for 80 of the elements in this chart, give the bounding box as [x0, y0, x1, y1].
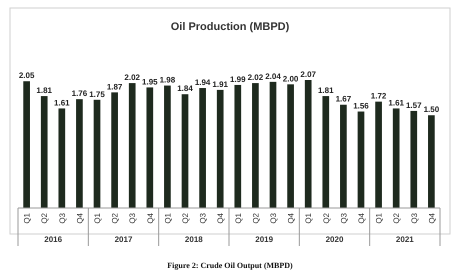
bar [340, 104, 347, 208]
x-tick-label: Q3 [128, 212, 138, 224]
x-tick-label: Q4 [75, 212, 84, 224]
x-tick-label: Q2 [110, 212, 120, 224]
bar [164, 86, 171, 208]
data-label: 2.07 [300, 70, 317, 79]
data-label: 2.02 [248, 73, 264, 82]
x-tick-label: Q2 [392, 212, 402, 224]
data-label: 1.75 [89, 90, 106, 99]
bar [392, 108, 400, 208]
bar [146, 87, 154, 208]
text: 2020 [326, 235, 344, 244]
bar [270, 82, 276, 208]
x-tick-label: Q4 [427, 212, 436, 224]
data-label: 1.56 [353, 102, 370, 111]
data-label: 1.81 [318, 86, 334, 96]
bar [252, 83, 259, 208]
chart-title: Oil Production (MBPD) [170, 21, 290, 33]
data-label: 1.61 [388, 98, 405, 108]
data-label: 1.50 [424, 105, 440, 114]
x-tick-label: Q1 [234, 212, 243, 224]
data-label: 2.04 [265, 72, 282, 81]
bar [287, 84, 294, 208]
x-tick-label: Q4 [356, 212, 366, 224]
x-tick-label: Q4 [286, 212, 296, 224]
bar [375, 102, 382, 208]
bar [23, 81, 30, 208]
bar [234, 84, 242, 208]
data-label: 1.99 [230, 74, 246, 84]
x-tick-label: Q4 [146, 212, 155, 224]
bar [94, 100, 100, 208]
x-tick-label: Q4 [216, 212, 226, 224]
text: 2018 [184, 235, 204, 244]
x-tick-label: Q1 [374, 212, 384, 224]
data-label: 1.61 [54, 98, 70, 108]
text: 2019 [255, 235, 274, 244]
caption: Figure 2: Crude Oil Output (MBPD) [167, 261, 294, 270]
bar [199, 88, 206, 208]
x-tick-label: Q2 [181, 212, 190, 224]
bar [410, 110, 418, 208]
data-label: 1.67 [336, 94, 352, 104]
data-label: 1.94 [194, 78, 211, 88]
x-tick-label: Q2 [40, 212, 50, 224]
bar [322, 96, 330, 208]
data-label: 2.05 [18, 71, 35, 80]
bar [304, 80, 312, 208]
text: 2016 [44, 235, 63, 244]
data-label: 1.72 [370, 92, 387, 101]
x-tick-label: Q3 [198, 212, 208, 224]
bar [428, 115, 435, 208]
bar [216, 90, 224, 208]
data-label: 1.95 [142, 77, 158, 86]
x-tick-label: Q2 [251, 212, 260, 224]
data-label: 1.98 [160, 76, 176, 85]
text: 2021 [396, 235, 414, 244]
x-tick-label: Q1 [93, 212, 102, 224]
x-tick-label: Q3 [410, 212, 419, 224]
data-label: 1.87 [106, 82, 123, 92]
data-label: 1.91 [212, 80, 229, 89]
x-tick-label: Q1 [22, 212, 32, 224]
data-label: 1.57 [406, 100, 422, 110]
x-tick-label: Q3 [58, 212, 67, 224]
data-label: 1.76 [72, 89, 88, 98]
x-tick-label: Q2 [322, 212, 331, 224]
data-label: 2.02 [124, 73, 141, 82]
bar [40, 96, 48, 208]
x-tick-label: Q3 [339, 212, 348, 224]
bar [128, 83, 136, 208]
data-label: 2.00 [282, 74, 299, 84]
x-tick-label: Q3 [268, 212, 278, 224]
x-tick-label: Q1 [304, 212, 314, 224]
data-label: 1.81 [36, 86, 53, 96]
bar [358, 112, 364, 208]
bar [111, 92, 118, 208]
text: 2017 [114, 235, 133, 244]
bar [182, 94, 188, 208]
bar [58, 108, 66, 208]
data-label: 1.84 [177, 84, 194, 94]
x-tick-label: Q1 [163, 212, 172, 224]
bar [76, 99, 83, 208]
